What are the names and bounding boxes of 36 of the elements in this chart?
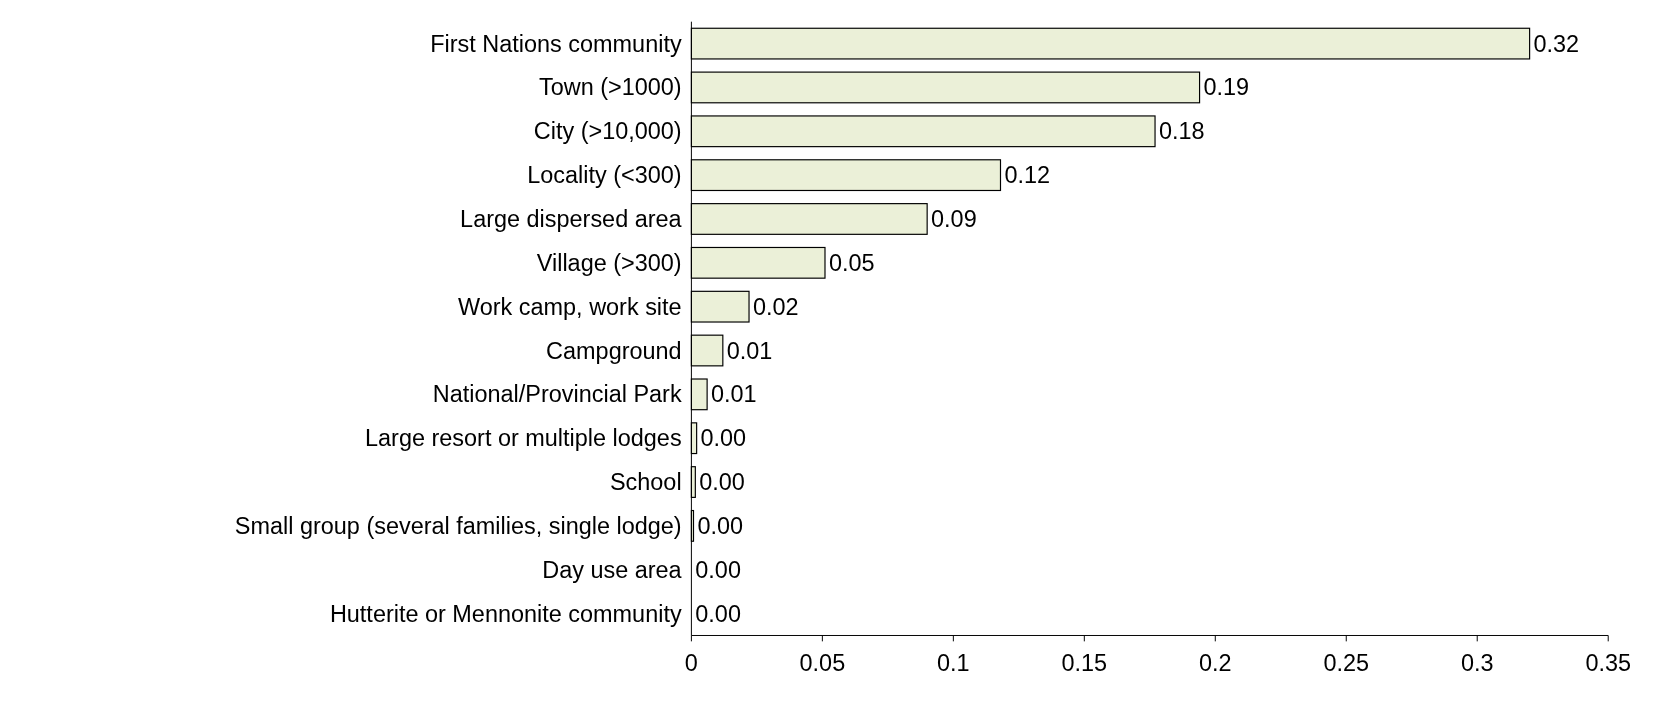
y-tick-label: Town (>1000) bbox=[538, 74, 682, 101]
x-tick-label: 0.15 bbox=[1061, 649, 1108, 676]
data-label: 0.01 bbox=[711, 381, 757, 408]
y-tick-label: Locality (<300) bbox=[527, 162, 682, 189]
data-label: 0.09 bbox=[931, 205, 977, 232]
x-tick-label: 0.35 bbox=[1585, 649, 1632, 676]
y-tick-label: First Nations community bbox=[430, 30, 682, 57]
data-label: 0.18 bbox=[1158, 118, 1205, 145]
data-label: 0.00 bbox=[700, 425, 747, 452]
data-label: 0.00 bbox=[695, 556, 741, 583]
y-tick-label: Large dispersed area bbox=[460, 205, 683, 232]
data-label: 0.00 bbox=[699, 469, 745, 496]
y-tick-label: Campground bbox=[546, 337, 682, 364]
y-tick-label: Large resort or multiple lodges bbox=[365, 425, 682, 452]
data-label: 0.00 bbox=[697, 512, 744, 539]
data-label: 0.19 bbox=[1203, 74, 1250, 101]
y-tick-label: Small group (several families, single lodge) bbox=[234, 512, 682, 539]
data-label: 0.01 bbox=[726, 337, 773, 364]
x-tick-label: 0.05 bbox=[799, 649, 846, 676]
x-tick-label: 0 bbox=[684, 649, 698, 676]
x-tick-label: 0.25 bbox=[1323, 649, 1370, 676]
y-tick-label: Village (>300) bbox=[536, 249, 682, 276]
data-label: 0.12 bbox=[1004, 162, 1051, 189]
data-label: 0.32 bbox=[1533, 30, 1580, 57]
data-label: 0.05 bbox=[828, 249, 875, 276]
y-tick-label: Work camp, work site bbox=[458, 293, 682, 320]
y-tick-label: City (>10,000) bbox=[533, 118, 682, 145]
y-tick-label: Hutterite or Mennonite community bbox=[329, 600, 682, 627]
y-tick-label: Day use area bbox=[542, 556, 683, 583]
data-label: 0.02 bbox=[752, 293, 799, 320]
x-tick-label: 0.3 bbox=[1460, 649, 1494, 676]
y-tick-label: National/Provincial Park bbox=[432, 381, 682, 408]
data-label: 0.00 bbox=[695, 600, 741, 627]
x-tick-label: 0.1 bbox=[937, 649, 970, 676]
x-tick-label: 0.2 bbox=[1198, 649, 1232, 676]
y-tick-label: School bbox=[609, 469, 682, 496]
